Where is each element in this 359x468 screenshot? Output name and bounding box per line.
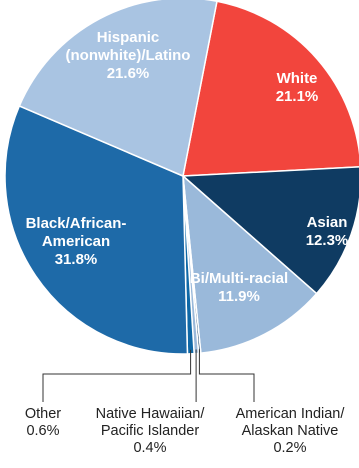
slice-label-line: White (277, 70, 318, 87)
pie-slice-white (182, 0, 359, 177)
slice-label-black-african-american: Black/African-American 31.8% (26, 215, 127, 268)
pie-slice-labels: White 21.1% Asian 12.3% Bi/Multi-racial 11.9%… (26, 29, 349, 305)
pie-slices (4, 0, 359, 355)
slice-label-line: (nonwhite)/Latino (66, 47, 191, 64)
slice-label-bi-multi-racial: Bi/Multi-racial 11.9% (190, 270, 288, 305)
slice-label-hispanic-nonwhite-latino: Hispanic (nonwhite)/Latino 21.6% (66, 29, 191, 82)
external-label-line: Other (25, 406, 61, 422)
external-label-other: Other 0.6% (25, 406, 61, 439)
slice-label-line: Bi/Multi-racial (190, 270, 288, 287)
leader-line-other (42, 349, 192, 402)
slice-label-line: 21.1% (276, 88, 319, 105)
slice-label-line: 21.6% (107, 65, 150, 82)
slice-label-white: White 21.1% (276, 70, 319, 105)
external-labels: American Indian/Alaskan Native 0.2% Native… (25, 406, 346, 456)
pie-slice-hispanic-nonwhite-latino (18, 0, 218, 178)
external-label-american-indian-alaskan-native: American Indian/Alaskan Native 0.2% (236, 406, 346, 456)
slice-label-line: 12.3% (306, 232, 349, 249)
external-label-line: Alaskan Native (242, 423, 339, 439)
leader-lines (42, 349, 255, 402)
slice-label-line: Asian (307, 214, 348, 231)
slice-label-asian: Asian 12.3% (306, 214, 349, 249)
leader-line-american-indian-alaskan-native (198, 349, 255, 402)
slice-label-line: Hispanic (97, 29, 160, 46)
slice-label-line: 31.8% (55, 251, 98, 268)
external-label-line: American Indian/ (236, 406, 346, 422)
external-label-line: 0.2% (273, 440, 306, 456)
external-label-line: 0.6% (26, 423, 59, 439)
slice-label-line: American (42, 233, 110, 250)
pie-slice-bi-multi-racial (182, 174, 318, 354)
external-label-line: 0.4% (133, 440, 166, 456)
external-label-native-hawaiian-pacific-islander: Native Hawaiian/Pacific Islander 0.4% (96, 406, 206, 456)
external-label-line: Native Hawaiian/ (96, 406, 206, 422)
pie-slice-black-african-american (4, 105, 189, 355)
pie-slice-asian (181, 166, 359, 295)
slice-label-line: Black/African- (26, 215, 127, 232)
external-label-line: Pacific Islander (101, 423, 199, 439)
slice-label-line: 11.9% (218, 288, 260, 305)
